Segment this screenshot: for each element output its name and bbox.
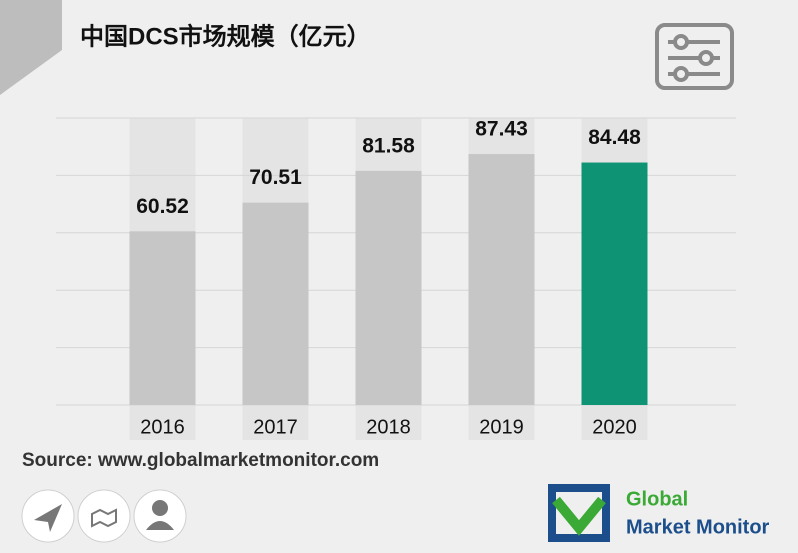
x-tick-label: 2019 [479,416,524,438]
bar [242,202,309,405]
bar [468,154,535,405]
logo-text: Global [626,488,688,510]
chart-title: 中国DCS市场规模（亿元） [80,22,371,50]
value-label: 81.58 [362,134,415,157]
corner-ribbon [0,0,62,95]
value-label: 87.43 [475,118,528,141]
bar [355,170,422,405]
value-label: 60.52 [136,195,189,218]
value-label: 84.48 [588,126,641,149]
bar [581,162,648,405]
value-label: 70.51 [249,166,302,189]
source: Source: www.globalmarketmonitor.com [22,450,379,471]
x-tick-label: 2017 [253,416,298,438]
x-tick-label: 2016 [140,416,185,438]
logo-text: Market Monitor [626,516,770,538]
x-tick-label: 2018 [366,416,411,438]
nav-icons [21,489,187,543]
x-tick-label: 2020 [592,416,637,438]
bar [129,231,196,405]
logo-mark [548,484,610,542]
settings-icon [655,23,734,90]
